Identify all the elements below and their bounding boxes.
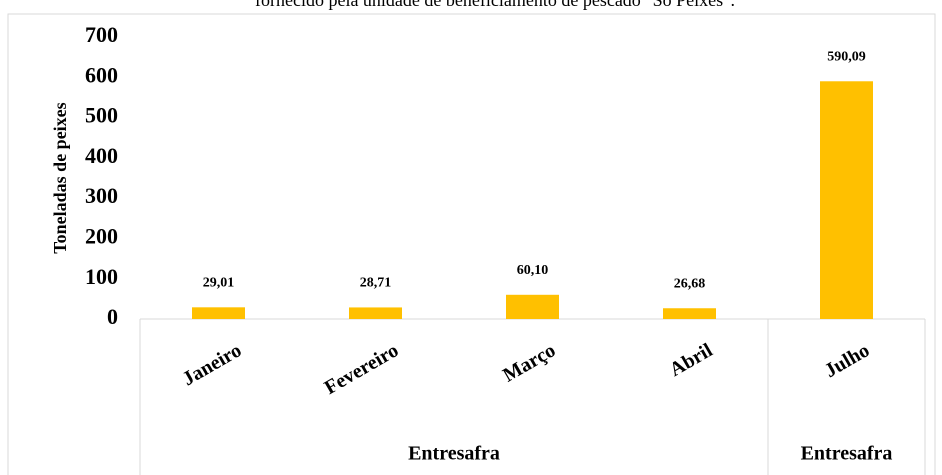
y-tick-label: 300 — [85, 183, 118, 208]
x-tick-label: Julho — [821, 339, 873, 382]
bar — [663, 308, 716, 319]
group-label: Entresafra — [408, 443, 500, 465]
x-tick-label: Abril — [666, 339, 717, 381]
value-label: 28,71 — [360, 276, 392, 291]
y-axis-label: Toneladas de peixes — [50, 102, 70, 253]
bar — [506, 294, 559, 319]
y-tick-label: 100 — [85, 264, 118, 289]
value-label: 60,10 — [517, 263, 549, 278]
y-tick-label: 700 — [85, 22, 118, 47]
chart-border — [7, 13, 936, 475]
value-label: 590,09 — [827, 49, 866, 64]
x-tick-label: Fevereiro — [321, 339, 403, 399]
x-tick-label: Janeiro — [179, 339, 245, 390]
x-tick-label: Março — [499, 339, 559, 386]
bar — [192, 307, 245, 319]
bar — [820, 81, 873, 319]
y-tick-label: 600 — [85, 62, 118, 87]
value-label: 26,68 — [674, 276, 706, 291]
y-tick-label: 400 — [85, 143, 118, 168]
y-tick-label: 0 — [107, 304, 118, 329]
bar — [349, 307, 402, 319]
y-tick-label: 200 — [85, 223, 118, 248]
chart-title: fornecido pela unidade de beneficiamento… — [255, 0, 735, 10]
y-tick-label: 500 — [85, 103, 118, 128]
value-label: 29,01 — [203, 276, 235, 291]
group-label: Entresafra — [801, 443, 893, 465]
